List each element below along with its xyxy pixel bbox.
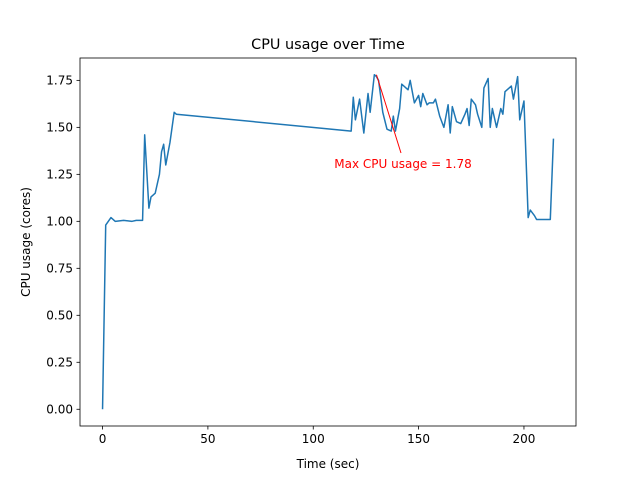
y-tick-label: 0.00	[46, 402, 73, 416]
annotation: Max CPU usage = 1.78	[334, 157, 471, 171]
y-tick-label: 0.50	[46, 308, 73, 322]
chart-title: CPU usage over Time	[251, 37, 405, 53]
x-axis-label: Time (sec)	[296, 457, 360, 471]
y-tick-label: 1.50	[46, 120, 73, 134]
y-tick-label: 1.25	[46, 167, 73, 181]
x-tick-label: 150	[407, 432, 430, 446]
y-tick-label: 1.00	[46, 214, 73, 228]
x-tick-label: 200	[513, 432, 536, 446]
y-tick-label: 1.75	[46, 73, 73, 87]
x-tick-label: 50	[200, 432, 215, 446]
annotation-arrow	[375, 74, 402, 154]
x-tick-label: 100	[302, 432, 325, 446]
line	[101, 73, 555, 410]
axes-frame	[79, 57, 577, 427]
y-tick-label: 0.25	[46, 355, 73, 369]
y-axis-label: CPU usage (cores)	[19, 187, 33, 297]
x-tick-label: 0	[99, 432, 107, 446]
y-tick-label: 0.75	[46, 261, 73, 275]
